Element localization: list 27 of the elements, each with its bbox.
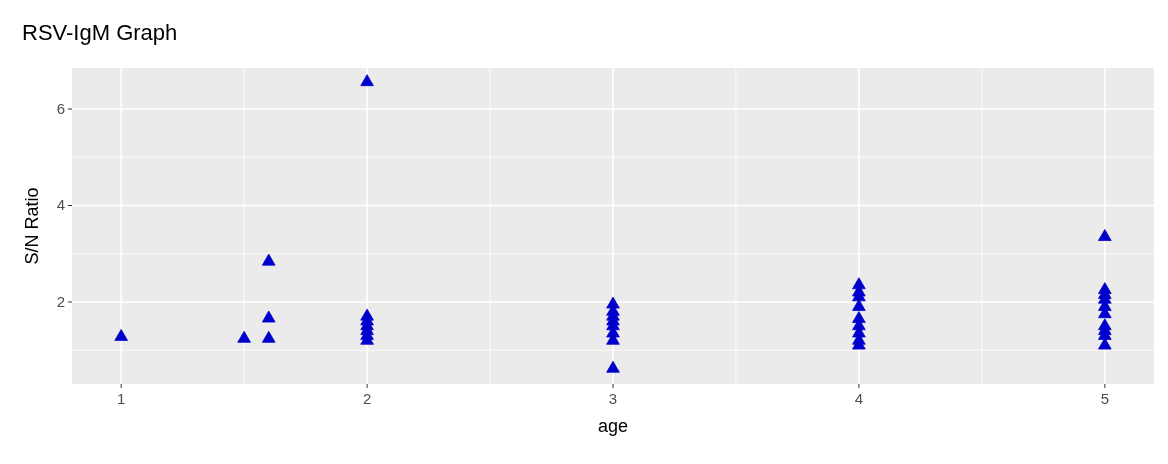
point xyxy=(852,311,866,323)
point xyxy=(114,328,128,341)
point xyxy=(261,253,276,266)
point xyxy=(852,277,866,290)
y-axis-title: S/N Ratio xyxy=(22,187,42,265)
point xyxy=(1098,318,1112,331)
point xyxy=(852,299,866,311)
y-tick-label: 2 xyxy=(56,292,65,310)
x-tick-label: 3 xyxy=(608,390,618,407)
point xyxy=(237,330,251,343)
x-tick-label: 4 xyxy=(854,390,864,407)
x-tick-label: 1 xyxy=(117,390,126,407)
point xyxy=(360,308,374,321)
point xyxy=(606,296,620,309)
point xyxy=(1098,337,1112,350)
point xyxy=(261,310,276,323)
x-tick-label: 2 xyxy=(362,390,372,407)
x-axis-title: age xyxy=(597,416,629,436)
y-tick-label: 6 xyxy=(56,100,65,118)
point xyxy=(261,330,276,343)
x-tick-label: 5 xyxy=(1100,390,1109,407)
point xyxy=(360,74,374,87)
y-tick-label: 4 xyxy=(56,196,65,214)
point xyxy=(1098,282,1112,294)
point xyxy=(606,360,620,373)
chart-title: RSV-IgM Graph xyxy=(22,20,178,45)
point xyxy=(1098,229,1112,241)
